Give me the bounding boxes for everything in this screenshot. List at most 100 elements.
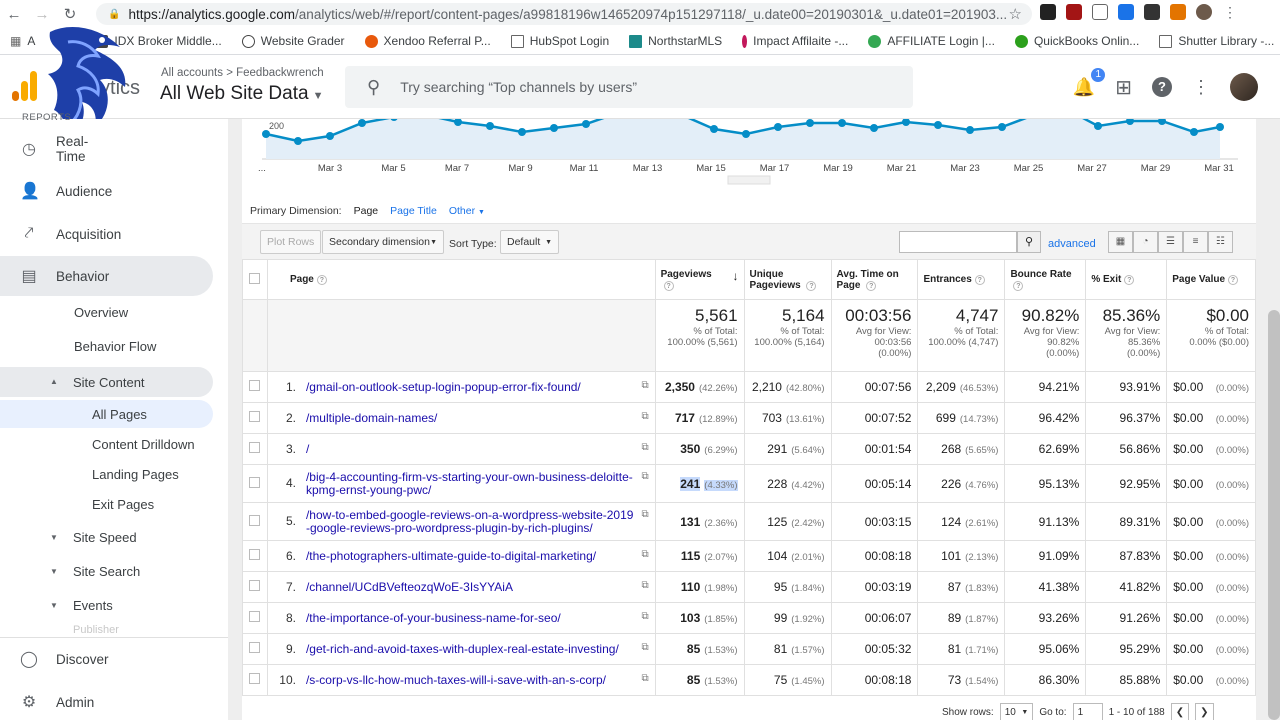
chart-point[interactable] (1190, 128, 1198, 136)
page-link[interactable]: /how-to-embed-google-reviews-on-a-wordpr… (305, 507, 634, 535)
more-options-icon[interactable]: ⋮ (1192, 76, 1210, 97)
notifications-bell-icon[interactable]: 🔔 1 (1073, 67, 1106, 98)
page-link[interactable]: /s-corp-vs-llc-how-much-taxes-will-i-sav… (305, 673, 607, 688)
external-link-icon[interactable]: ⧉ (641, 579, 649, 591)
help-icon[interactable]: ? (1152, 77, 1172, 97)
chart-point[interactable] (582, 120, 590, 128)
bookmark[interactable]: QuickBooks Onlin... (1007, 34, 1147, 48)
chart-point[interactable] (358, 119, 366, 127)
sidebar-item-publisher[interactable]: Publisher (73, 624, 119, 636)
dimension-page-title[interactable]: Page Title (390, 205, 437, 217)
sidebar-item-behavior-flow[interactable]: Behavior Flow (74, 338, 157, 354)
sidebar-item-content-drilldown[interactable]: Content Drilldown (92, 436, 195, 452)
extension-icon[interactable] (1092, 4, 1108, 20)
chart-point[interactable] (838, 119, 846, 127)
help-icon[interactable]: ? (1013, 280, 1024, 291)
advanced-filter-link[interactable]: advanced (1048, 238, 1096, 250)
page-link[interactable]: /get-rich-and-avoid-taxes-with-duplex-re… (305, 642, 619, 657)
chart-point[interactable] (774, 123, 782, 131)
external-link-icon[interactable]: ⧉ (641, 470, 649, 482)
column-header-page-value[interactable]: Page Value? (1166, 259, 1256, 300)
avatar[interactable] (1230, 73, 1258, 101)
column-header-exit[interactable]: % Exit? (1085, 259, 1168, 300)
chart-point[interactable] (870, 124, 878, 132)
row-checkbox[interactable] (242, 602, 268, 634)
page-link[interactable]: /channel/UCdBVefteozqWoE-3IsYYAiA (305, 580, 513, 595)
help-icon[interactable]: ? (974, 275, 985, 285)
sidebar-item-site-speed[interactable]: Site Speed (73, 529, 137, 545)
chart-point[interactable] (1158, 119, 1166, 125)
external-link-icon[interactable]: ⧉ (641, 610, 649, 622)
help-icon[interactable]: ? (316, 275, 327, 285)
help-icon[interactable]: ? (866, 280, 877, 291)
pivot-view-icon[interactable]: ☷ (1208, 231, 1233, 253)
column-header-page[interactable]: Page? (266, 259, 656, 300)
sidebar-item-all-pages[interactable]: All Pages (92, 406, 147, 422)
chart-point[interactable] (262, 130, 270, 138)
property-selector[interactable]: All Web Site Data ▼ (160, 83, 324, 104)
next-page-button[interactable]: ❯ (1195, 703, 1214, 720)
chart-point[interactable] (1216, 123, 1224, 131)
page-link[interactable]: / (305, 442, 310, 457)
address-bar[interactable]: 🔒 https://analytics.google.com/analytics… (96, 3, 1032, 25)
breadcrumb[interactable]: All accounts > Feedbackwrench (161, 67, 324, 79)
page-link[interactable]: /the-photographers-ultimate-guide-to-dig… (305, 549, 597, 564)
extension-icon[interactable] (1066, 4, 1082, 20)
column-header-pageviews[interactable]: Pageviews ↓? (654, 259, 745, 300)
scrollbar-thumb[interactable] (1268, 310, 1280, 720)
dimension-other[interactable]: Other ▼ (448, 205, 485, 217)
external-link-icon[interactable]: ⧉ (641, 410, 649, 422)
help-icon[interactable]: ? (806, 280, 817, 291)
help-icon[interactable]: ? (1228, 275, 1239, 285)
chart-point[interactable] (806, 119, 814, 127)
bookmark[interactable]: HubSpot Login (503, 34, 617, 48)
row-checkbox[interactable] (242, 502, 268, 541)
help-icon[interactable]: ? (663, 280, 674, 291)
select-all-checkbox[interactable] (242, 259, 268, 300)
page-link[interactable]: /gmail-on-outlook-setup-login-popup-erro… (305, 380, 581, 395)
pie-view-icon[interactable]: ◔ (1133, 231, 1158, 253)
sort-type-dropdown[interactable]: Default ▼ (500, 230, 559, 254)
plot-rows-button[interactable]: Plot Rows (260, 230, 322, 254)
chart-point[interactable] (550, 124, 558, 132)
row-checkbox[interactable] (242, 540, 268, 572)
reload-icon[interactable]: ↻ (63, 6, 77, 23)
chart-point[interactable] (390, 119, 398, 121)
extension-icon[interactable] (1040, 4, 1056, 20)
row-checkbox[interactable] (242, 371, 268, 403)
row-checkbox[interactable] (242, 464, 268, 503)
star-icon[interactable]: ☆ (1008, 6, 1022, 23)
sidebar-item-exit-pages[interactable]: Exit Pages (92, 496, 155, 512)
bookmark[interactable]: Website Grader (234, 34, 353, 48)
bookmark[interactable]: Impact Affilaite -... (734, 34, 856, 48)
search-input[interactable]: ⚲ Try searching “Top channels by users” (345, 66, 913, 108)
page-link[interactable]: /multiple-domain-names/ (305, 411, 438, 426)
row-checkbox[interactable] (242, 402, 268, 434)
row-checkbox[interactable] (242, 571, 268, 603)
chart-point[interactable] (934, 121, 942, 129)
profile-icon[interactable] (1196, 4, 1212, 20)
sidebar-item-events[interactable]: Events (73, 597, 113, 613)
extension-icon[interactable] (1144, 4, 1160, 20)
page-link[interactable]: /the-importance-of-your-business-name-fo… (305, 611, 561, 626)
external-link-icon[interactable]: ⧉ (641, 548, 649, 560)
menu-icon[interactable]: ⋮ (1223, 4, 1237, 20)
goto-page-input[interactable]: 1 (1072, 703, 1103, 720)
table-view-icon[interactable]: ▦ (1108, 231, 1133, 253)
sidebar-item-site-content[interactable]: Site Content (73, 374, 145, 390)
external-link-icon[interactable]: ⧉ (641, 379, 649, 391)
chart-point[interactable] (454, 119, 462, 126)
back-icon[interactable]: ← (6, 5, 22, 23)
row-checkbox[interactable] (242, 633, 268, 665)
external-link-icon[interactable]: ⧉ (641, 441, 649, 453)
chart-point[interactable] (518, 128, 526, 136)
chart-point[interactable] (998, 123, 1006, 131)
bookmark[interactable]: Xendoo Referral P... (357, 34, 499, 48)
chart-collapse-handle[interactable] (727, 175, 771, 185)
table-filter-input[interactable] (899, 231, 1017, 253)
chart-point[interactable] (326, 132, 334, 140)
chart-point[interactable] (710, 125, 718, 133)
sidebar-item-landing-pages[interactable]: Landing Pages (92, 466, 179, 482)
column-header-entrances[interactable]: Entrances? (917, 259, 1006, 300)
row-checkbox[interactable] (242, 664, 268, 696)
